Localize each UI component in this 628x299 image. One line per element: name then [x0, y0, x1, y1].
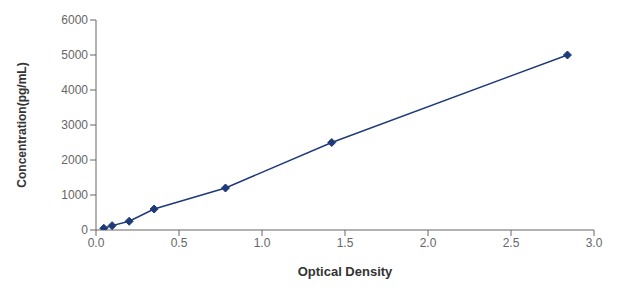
- svg-text:5000: 5000: [61, 48, 88, 62]
- svg-text:1000: 1000: [61, 188, 88, 202]
- svg-text:6000: 6000: [61, 13, 88, 27]
- svg-text:2000: 2000: [61, 153, 88, 167]
- svg-text:Concentration(pg/mL): Concentration(pg/mL): [15, 62, 29, 187]
- svg-text:0: 0: [81, 223, 88, 237]
- svg-text:1.5: 1.5: [337, 236, 354, 250]
- svg-text:0.5: 0.5: [171, 236, 188, 250]
- svg-text:3000: 3000: [61, 118, 88, 132]
- svg-text:4000: 4000: [61, 83, 88, 97]
- svg-text:2.5: 2.5: [503, 236, 520, 250]
- svg-text:1.0: 1.0: [254, 236, 271, 250]
- svg-text:2.0: 2.0: [420, 236, 437, 250]
- svg-text:Optical Density: Optical Density: [298, 264, 393, 279]
- svg-text:3.0: 3.0: [586, 236, 603, 250]
- svg-text:0.0: 0.0: [88, 236, 105, 250]
